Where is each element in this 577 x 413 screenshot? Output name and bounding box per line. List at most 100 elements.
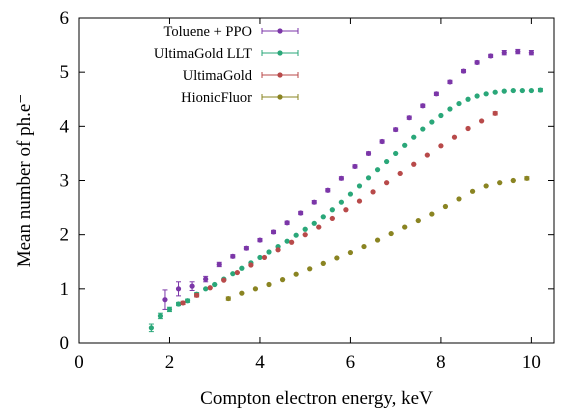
data-point xyxy=(338,199,344,205)
data-point xyxy=(465,125,471,132)
data-point xyxy=(438,112,444,119)
data-point xyxy=(175,301,182,307)
data-point xyxy=(483,91,489,97)
data-point xyxy=(184,298,191,304)
legend-marker xyxy=(277,50,283,56)
data-point xyxy=(465,96,471,102)
data-point xyxy=(537,87,544,93)
data-point xyxy=(257,237,263,243)
data-point xyxy=(311,220,317,226)
y-tick-label: 4 xyxy=(60,116,70,137)
x-tick-label: 2 xyxy=(165,352,175,373)
data-point xyxy=(356,198,363,204)
data-point xyxy=(411,161,417,167)
series-ultimagold xyxy=(180,110,498,306)
x-tick-label: 8 xyxy=(436,352,446,373)
data-point xyxy=(356,183,363,189)
data-point xyxy=(433,91,439,97)
data-point xyxy=(402,224,408,230)
data-point xyxy=(483,183,489,189)
data-point xyxy=(365,175,372,181)
data-point xyxy=(451,134,458,140)
data-point xyxy=(469,188,476,194)
data-point xyxy=(379,138,385,145)
data-point xyxy=(510,177,516,184)
data-point xyxy=(456,196,462,202)
data-point xyxy=(397,170,403,177)
data-point xyxy=(284,220,290,226)
x-tick-label: 4 xyxy=(255,352,265,373)
data-point xyxy=(347,191,354,197)
data-point xyxy=(384,180,390,186)
data-point xyxy=(180,300,186,306)
x-tick-label: 6 xyxy=(346,352,356,373)
y-tick-label: 2 xyxy=(60,225,70,246)
data-point xyxy=(225,295,231,302)
x-tick-label: 0 xyxy=(74,352,84,373)
x-tick-label: 10 xyxy=(522,352,541,373)
data-point xyxy=(311,199,317,205)
data-point xyxy=(261,254,268,261)
data-point xyxy=(320,260,326,266)
data-point xyxy=(393,126,399,133)
data-point xyxy=(352,163,358,170)
data-point xyxy=(216,261,222,268)
data-point xyxy=(370,189,376,195)
legend-item: UltimaGold xyxy=(183,68,299,84)
data-point xyxy=(302,226,308,232)
data-point xyxy=(239,265,245,271)
data-point xyxy=(515,48,521,55)
data-point xyxy=(203,286,209,292)
data-point xyxy=(157,313,164,319)
legend-label: UltimaGold xyxy=(183,68,253,84)
data-point xyxy=(194,292,200,298)
data-point xyxy=(221,277,227,283)
y-tick-label: 6 xyxy=(60,8,70,29)
data-point xyxy=(365,150,372,157)
data-point xyxy=(148,325,154,331)
data-point xyxy=(479,118,485,124)
data-point xyxy=(488,53,494,59)
data-point xyxy=(166,306,173,313)
data-point xyxy=(438,143,444,149)
data-point xyxy=(289,239,295,245)
data-point xyxy=(175,286,182,292)
data-point xyxy=(528,87,534,94)
y-axis-title: Mean number of ph.e⁻ xyxy=(14,94,35,268)
data-point xyxy=(266,281,272,288)
data-point xyxy=(329,207,335,213)
data-point xyxy=(442,203,449,210)
axes: 0 2 4 6 8 10 0 1 2 3 4 5 6 xyxy=(60,8,555,373)
data-point xyxy=(257,254,263,261)
data-point xyxy=(284,238,290,244)
data-point xyxy=(492,110,498,116)
data-point xyxy=(447,79,453,85)
legend-item: Toluene + PPO xyxy=(163,24,299,40)
data-point xyxy=(393,150,399,157)
data-point xyxy=(415,217,421,224)
legend-label: HionicFluor xyxy=(181,90,252,106)
data-point xyxy=(474,93,480,99)
data-point xyxy=(460,68,467,74)
data-point xyxy=(429,119,435,125)
data-point xyxy=(270,229,277,235)
y-tick-label: 5 xyxy=(60,62,70,83)
data-point xyxy=(334,255,340,261)
data-point xyxy=(474,59,480,66)
data-point xyxy=(234,269,240,276)
data-point xyxy=(316,224,322,230)
data-point xyxy=(298,210,304,216)
data-point xyxy=(338,175,344,181)
legend: Toluene + PPO UltimaGold LLT UltimaGold Hio… xyxy=(154,24,299,106)
plot-frame xyxy=(78,17,555,344)
data-point xyxy=(329,215,335,222)
data-point xyxy=(497,180,503,186)
data-point xyxy=(420,103,426,109)
data-point xyxy=(162,297,168,303)
data-point xyxy=(307,266,313,272)
data-point xyxy=(420,126,426,132)
data-point xyxy=(343,207,349,213)
data-point xyxy=(492,89,498,95)
legend-label: Toluene + PPO xyxy=(163,24,252,40)
